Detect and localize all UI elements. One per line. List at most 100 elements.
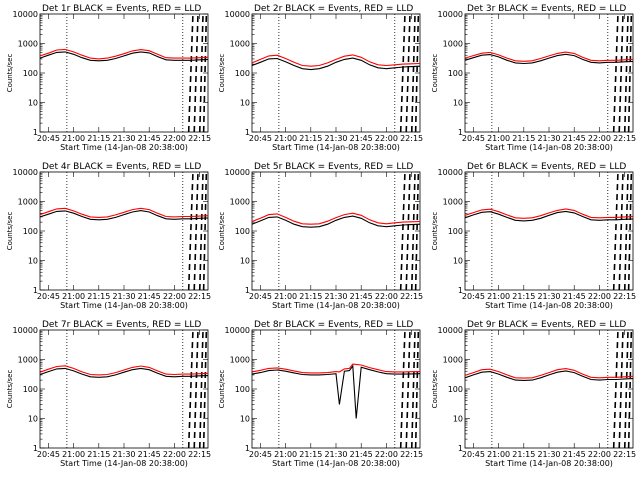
y-tick-label: 10 [240,99,250,108]
x-tick-label: 21:00 [62,292,85,301]
lld-series-line [39,365,209,376]
y-tick-label: 10 [28,99,38,108]
x-tick-label: 21:30 [324,292,347,301]
y-tick-label: 100 [448,69,463,78]
events-series-line [251,215,421,228]
y-tick-label: 100 [448,227,463,236]
detector-panel-6: Det 6r BLACK = Events, RED = LLD 1 10 100 10… [431,162,636,310]
x-tick-label: 21:00 [274,450,297,459]
x-tick-label: 22:15 [188,134,211,143]
y-axis-label: Counts/sec [218,54,226,93]
y-tick-label: 1000 [18,198,38,207]
x-tick-label: 21:15 [512,450,535,459]
x-tick-label: 20:45 [37,134,60,143]
plot-frame [251,171,421,291]
y-tick-label: 1000 [18,40,38,49]
x-tick-label: 22:15 [400,134,423,143]
x-tick-label: 22:00 [588,450,611,459]
x-axis-label: Start Time (14-Jan-08 20:38:00) [60,301,188,310]
events-series-line [39,367,209,378]
y-axis-label: Counts/sec [431,54,439,93]
y-tick-label: 10 [453,415,463,424]
plot-frame [39,13,209,133]
y-tick-label: 10 [240,415,250,424]
x-tick-label: 20:45 [249,292,272,301]
y-tick-label: 10000 [438,326,463,335]
x-tick-label: 21:15 [87,450,110,459]
detector-panel-5: Det 5r BLACK = Events, RED = LLD 1 10 100 10… [218,162,423,310]
x-tick-label: 22:00 [375,134,398,143]
x-tick-label: 22:15 [613,292,636,301]
x-tick-label: 21:45 [138,450,161,459]
y-tick-label: 1 [245,444,250,453]
y-tick-label: 100 [23,69,38,78]
detector-panel-1: Det 1r BLACK = Events, RED = LLD 1 10 100 10… [6,4,211,152]
x-tick-label: 21:45 [563,134,586,143]
y-axis-label: Counts/sec [6,212,14,251]
x-tick-label: 20:45 [462,134,485,143]
y-tick-label: 10 [453,99,463,108]
x-tick-label: 20:45 [462,450,485,459]
x-axis-label: Start Time (14-Jan-08 20:38:00) [272,459,400,468]
x-tick-label: 21:45 [350,134,373,143]
x-tick-label: 22:15 [613,134,636,143]
plot-frame [464,171,634,291]
plot-frame [251,13,421,133]
x-tick-label: 21:15 [512,134,535,143]
x-tick-label: 21:45 [350,292,373,301]
x-tick-label: 20:45 [462,292,485,301]
x-tick-label: 22:00 [163,292,186,301]
x-axis-label: Start Time (14-Jan-08 20:38:00) [60,459,188,468]
detector-panel-4: Det 4r BLACK = Events, RED = LLD 1 10 100 10… [6,162,211,310]
y-tick-label: 1000 [230,356,250,365]
x-tick-label: 21:00 [62,134,85,143]
x-tick-label: 22:00 [375,292,398,301]
detector-panel-9: Det 9r BLACK = Events, RED = LLD 1 10 100 10… [431,320,636,468]
x-tick-label: 22:00 [588,134,611,143]
x-tick-label: 22:00 [163,450,186,459]
x-tick-label: 21:30 [537,450,560,459]
x-tick-label: 22:15 [400,450,423,459]
detector-panel-2: Det 2r BLACK = Events, RED = LLD 1 10 100 10… [218,4,423,152]
x-axis-label: Start Time (14-Jan-08 20:38:00) [272,143,400,152]
y-tick-label: 100 [448,385,463,394]
x-tick-label: 22:15 [613,450,636,459]
x-tick-label: 21:45 [138,134,161,143]
x-tick-label: 21:00 [487,450,510,459]
panel-title: Det 4r BLACK = Events, RED = LLD [42,162,201,172]
x-tick-label: 21:15 [299,134,322,143]
x-tick-label: 21:15 [512,292,535,301]
y-tick-label: 100 [23,385,38,394]
y-tick-label: 1000 [18,356,38,365]
y-tick-label: 1 [245,286,250,295]
x-tick-label: 21:30 [537,292,560,301]
x-tick-label: 21:45 [563,292,586,301]
plot-frame [251,329,421,449]
y-tick-label: 1000 [443,198,463,207]
x-tick-label: 22:00 [375,450,398,459]
lld-series-line [464,208,634,219]
events-series-line [464,370,634,381]
panel-title: Det 3r BLACK = Events, RED = LLD [467,4,626,14]
y-tick-label: 10000 [225,10,250,19]
panel-title: Det 7r BLACK = Events, RED = LLD [42,320,201,330]
events-series-line [464,210,634,222]
y-tick-label: 10000 [225,326,250,335]
y-axis-label: Counts/sec [431,212,439,251]
detector-panel-8: Det 8r BLACK = Events, RED = LLD 1 10 100 10… [218,320,423,468]
y-tick-label: 10000 [438,168,463,177]
x-tick-label: 21:30 [112,292,135,301]
y-tick-label: 1000 [443,356,463,365]
lld-series-line [39,207,209,218]
y-tick-label: 1 [245,128,250,137]
x-tick-label: 21:00 [487,134,510,143]
panel-title: Det 6r BLACK = Events, RED = LLD [467,162,626,172]
lld-series-line [464,51,634,62]
y-tick-label: 10000 [13,168,38,177]
y-tick-label: 1 [458,286,463,295]
y-tick-label: 1 [33,286,38,295]
x-axis-label: Start Time (14-Jan-08 20:38:00) [485,143,613,152]
panel-title: Det 8r BLACK = Events, RED = LLD [254,320,413,330]
y-tick-label: 1 [458,444,463,453]
y-axis-label: Counts/sec [218,212,226,251]
